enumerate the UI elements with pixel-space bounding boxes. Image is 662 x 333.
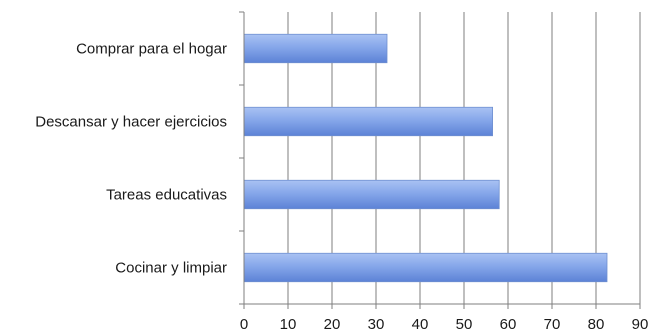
category-label: Cocinar y limpiar bbox=[115, 260, 227, 277]
x-tick-label: 20 bbox=[324, 316, 341, 333]
x-tick-label: 90 bbox=[632, 316, 649, 333]
axes bbox=[239, 11, 641, 309]
bars bbox=[243, 33, 608, 283]
category-label: Comprar para el hogar bbox=[76, 41, 227, 58]
x-tick-label: 30 bbox=[368, 316, 385, 333]
x-tick-label: 70 bbox=[544, 316, 561, 333]
x-tick-label: 0 bbox=[240, 316, 248, 333]
bar-3 bbox=[243, 179, 500, 210]
x-tick-label: 50 bbox=[456, 316, 473, 333]
x-tick-label: 60 bbox=[500, 316, 517, 333]
bar-1 bbox=[243, 33, 388, 64]
category-label: Descansar y hacer ejercicios bbox=[35, 114, 227, 131]
x-tick-label: 40 bbox=[412, 316, 429, 333]
category-label: Tareas educativas bbox=[106, 187, 227, 204]
x-tick-label: 80 bbox=[588, 316, 605, 333]
labels: 0 10 20 30 40 50 60 70 80 90 Comprar para el hogar… bbox=[35, 41, 648, 333]
x-tick-label: 10 bbox=[280, 316, 297, 333]
bar-2 bbox=[243, 106, 494, 137]
bar-4 bbox=[243, 252, 608, 283]
